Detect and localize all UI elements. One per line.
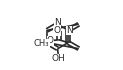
Text: CH₃: CH₃ (34, 39, 49, 48)
Text: N: N (54, 18, 61, 27)
Text: O: O (53, 26, 60, 35)
Text: N: N (66, 26, 73, 35)
Text: O: O (47, 36, 54, 45)
Text: OH: OH (52, 54, 65, 63)
